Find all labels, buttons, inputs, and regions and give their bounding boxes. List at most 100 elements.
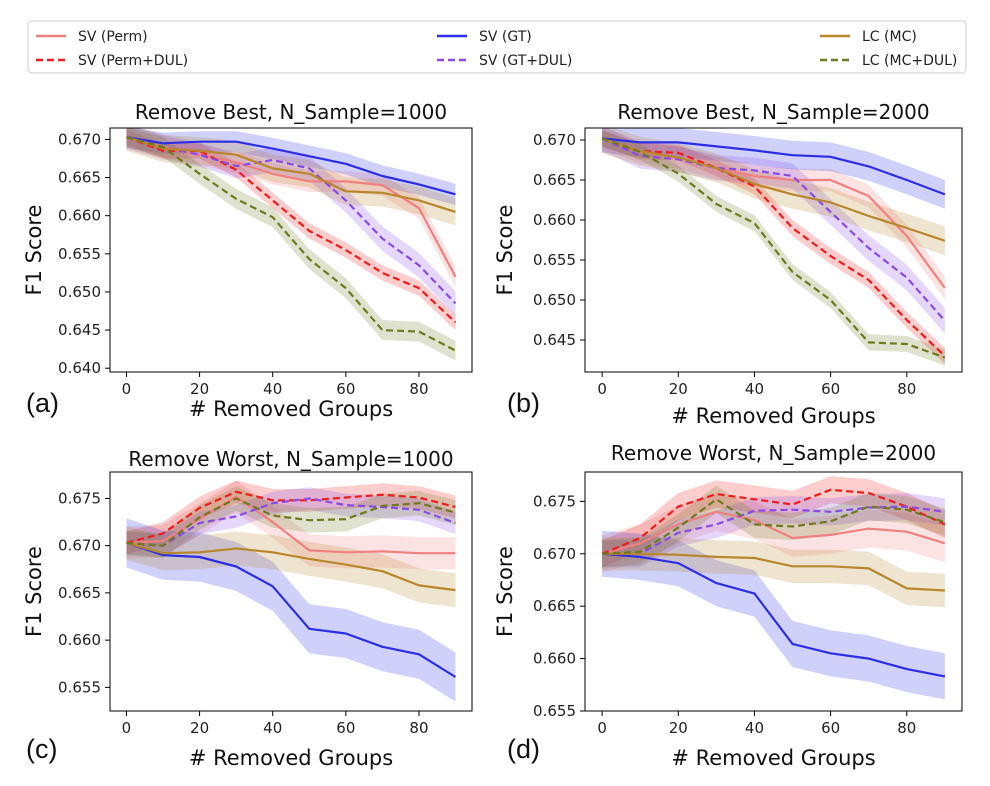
series-lines (126, 136, 457, 352)
confidence-bands (126, 128, 456, 361)
y-tick-label: 0.645 (58, 321, 101, 339)
series-line-sv-gt (601, 137, 946, 196)
confidence-bands (126, 480, 456, 702)
y-tick-label: 0.665 (533, 171, 576, 189)
y-tick-label: 0.670 (533, 131, 576, 149)
series-line-sv-perm-dul (601, 137, 946, 357)
panel-label: (c) (26, 734, 57, 764)
chart-panel-c: 0 20 40 60 80 0.655 0.660 0.665 0.670 0.675 Remove… (22, 447, 473, 770)
series-line-sv-perm-dul (126, 490, 456, 544)
series-line-sv-gt-dul (126, 136, 457, 305)
plot-frame (584, 127, 963, 373)
x-axis-label: # Removed Groups (671, 404, 875, 428)
band-lc-mc-dul (602, 485, 945, 568)
y-tick-label: 0.645 (533, 331, 576, 349)
band-sv-gt-dul (126, 487, 456, 557)
y-tick-label: 0.670 (533, 545, 576, 563)
x-tick-label: 60 (336, 380, 355, 398)
y-axis-label: F1 Score (22, 205, 46, 296)
band-sv-gt (126, 518, 456, 702)
x-tick-label: 20 (669, 719, 688, 737)
legend-entry-lc-mc-dul: LC (MC+DUL) (820, 53, 957, 69)
series-line-lc-mc-dul (602, 498, 946, 555)
band-sv-perm (602, 493, 945, 573)
x-tick-label: 60 (821, 719, 840, 737)
x-tick-label: 80 (897, 719, 916, 737)
legend-entry-lc-mc: LC (MC) (820, 29, 917, 45)
x-tick-label: 0 (122, 380, 132, 398)
y-tick-label: 0.665 (58, 169, 101, 187)
x-axis-label: # Removed Groups (671, 746, 875, 770)
series-line-lc-mc-dul (126, 497, 456, 547)
y-axis-label: F1 Score (493, 546, 517, 637)
y-tick-label: 0.655 (533, 251, 576, 269)
series-line-sv-gt (126, 136, 456, 196)
chart-title: Remove Worst, N_Sample=2000 (611, 441, 936, 465)
y-tick-label: 0.665 (58, 584, 101, 602)
x-tick-label: 80 (409, 380, 428, 398)
panel-label: (d) (507, 734, 540, 764)
series-line-lc-mc (602, 552, 945, 592)
y-tick-label: 0.650 (533, 291, 576, 309)
series-line-sv-gt (126, 541, 457, 678)
legend-entry-sv-gt: SV (GT) (437, 29, 532, 45)
chart-title: Remove Best, N_Sample=2000 (617, 100, 929, 124)
series-line-sv-gt-dul (126, 497, 456, 547)
band-sv-gt (126, 128, 456, 205)
band-sv-perm (126, 128, 456, 288)
chart-panel-a: 0 20 40 60 80 0.640 0.645 0.650 0.655 0.660 0.665 0… (22, 100, 473, 421)
legend-label: LC (MC+DUL) (862, 53, 957, 69)
legend-entry-sv-perm: SV (Perm) (36, 29, 148, 45)
panel-label: (b) (507, 388, 540, 418)
series-line-sv-gt (602, 552, 946, 678)
series-lines (601, 488, 946, 678)
series-lines (601, 137, 946, 359)
legend-label: SV (Perm) (78, 29, 148, 45)
x-tick-label: 0 (597, 719, 607, 737)
band-sv-perm-dul (602, 476, 945, 568)
series-line-sv-gt-dul (602, 505, 946, 555)
series-line-lc-mc (601, 137, 946, 242)
x-tick-label: 40 (745, 719, 764, 737)
panel-label: (a) (26, 388, 59, 418)
y-axis-label: F1 Score (22, 546, 46, 637)
band-sv-gt (602, 128, 945, 209)
series-line-sv-gt-dul (601, 137, 946, 322)
chart-title: Remove Best, N_Sample=1000 (135, 100, 447, 124)
y-tick-label: 0.660 (533, 211, 576, 229)
legend-entry-sv-gt-dul: SV (GT+DUL) (437, 53, 572, 69)
y-axis-label: F1 Score (493, 205, 517, 296)
band-sv-perm-dul (126, 480, 456, 555)
y-tick-label: 0.660 (533, 650, 576, 668)
series-line-lc-mc-dul (126, 136, 457, 352)
x-tick-label: 80 (409, 719, 428, 737)
y-tick-label: 0.670 (58, 537, 101, 555)
legend-label: SV (GT) (479, 29, 532, 45)
band-lc-mc (126, 525, 456, 608)
chart-panel-b: 0 20 40 60 80 0.645 0.650 0.655 0.660 0.665 0.670 R… (493, 100, 963, 428)
x-axis-label: # Removed Groups (189, 746, 393, 770)
y-tick-label: 0.660 (58, 631, 101, 649)
band-sv-gt-dul (602, 128, 945, 334)
x-tick-label: 0 (122, 719, 132, 737)
legend-frame (27, 20, 967, 74)
series-lines (126, 490, 457, 678)
x-tick-label: 80 (897, 380, 916, 398)
legend: SV (Perm) SV (Perm+DUL) SV (GT) SV (GT+DUL)… (27, 20, 967, 74)
y-tick-label: 0.655 (58, 678, 101, 696)
band-lc-mc-dul (602, 130, 945, 366)
plot-frame (109, 127, 473, 373)
x-tick-label: 40 (263, 380, 282, 398)
panels: 0 20 40 60 800.6400.6450.6500.6550.6600.6650… (22, 100, 963, 770)
legend-label: SV (Perm+DUL) (78, 53, 188, 69)
plot-frame (109, 471, 473, 712)
legend-entry-sv-perm-dul: SV (Perm+DUL) (36, 53, 188, 69)
y-tick-label: 0.655 (58, 245, 101, 263)
series-line-sv-perm-dul (601, 488, 946, 555)
band-sv-gt-dul (602, 493, 945, 568)
band-lc-mc-dul (126, 128, 456, 361)
series-line-lc-mc (126, 136, 456, 213)
series-line-sv-perm (126, 495, 456, 555)
y-tick-label: 0.670 (58, 130, 101, 148)
y-tick-label: 0.665 (533, 597, 576, 615)
